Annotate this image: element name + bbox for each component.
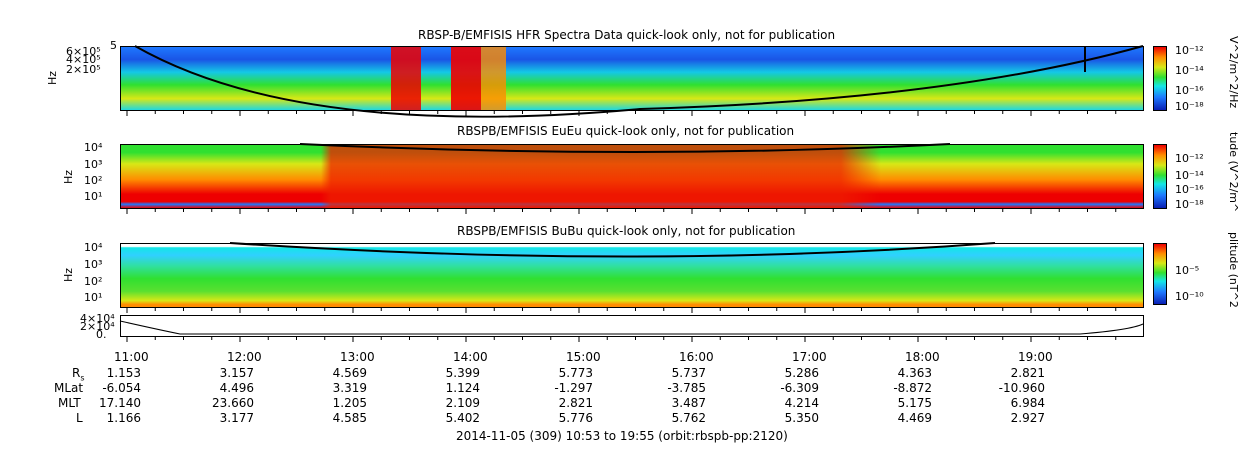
panel4-line (119, 320, 1144, 335)
ephem-value: 3.157 (219, 366, 254, 380)
panel2-colorbar (1153, 144, 1167, 209)
ephem-value: -1.297 (554, 381, 593, 395)
panel4-ytick: 0. (96, 328, 107, 341)
ephem-value: -3.785 (667, 381, 706, 395)
time-label: 11:00 (114, 350, 149, 364)
ephem-value: 5.399 (445, 366, 480, 380)
panel3-ytick: 10⁴ (84, 241, 103, 254)
ephem-value: 5.737 (671, 366, 706, 380)
ephem-value: 1.153 (106, 366, 141, 380)
panel4-ytick: 4×10⁴ (80, 312, 115, 325)
ephem-label-r-sub: s (80, 373, 85, 383)
ephem-value: 3.177 (219, 411, 254, 425)
panel1-ytick: 2×10⁵ (66, 63, 101, 76)
ephem-value: 5.762 (671, 411, 706, 425)
panel3-ytick: 10¹ (84, 291, 103, 304)
ephem-value: 4.363 (897, 366, 932, 380)
ephem-value: 3.487 (671, 396, 706, 410)
panel2-overlay-curve (299, 143, 951, 153)
ephem-label-r: Rs (72, 366, 85, 385)
panel1-colorbar (1153, 46, 1167, 111)
ephem-value: 23.660 (212, 396, 254, 410)
ephem-value: -10.960 (998, 381, 1045, 395)
panel2-cb-tick: 10⁻¹⁴ (1175, 169, 1204, 182)
panel1-cb-tick: 10⁻¹⁸ (1175, 100, 1204, 113)
panel3-colorbar (1153, 243, 1167, 305)
panel2-ytick: 10⁴ (84, 141, 103, 154)
ephem-value: -8.872 (893, 381, 932, 395)
ephem-value: -6.309 (780, 381, 819, 395)
ephem-value: 2.821 (558, 396, 593, 410)
time-label: 17:00 (792, 350, 827, 364)
time-label: 19:00 (1018, 350, 1053, 364)
panel1-title: RBSP-B/EMFISIS HFR Spectra Data quick-lo… (418, 28, 836, 42)
panel2-cb-tick: 10⁻¹² (1175, 152, 1204, 165)
panel3-cb-tick: 10⁻⁵ (1175, 264, 1200, 277)
panel2-ytick: 10¹ (84, 190, 103, 203)
ephem-label-r-text: R (72, 366, 81, 380)
panel4-ytick: 2×10⁴ (80, 320, 115, 333)
panel4-line-plot (120, 315, 1144, 337)
ephem-value: 4.469 (897, 411, 932, 425)
panel3-ytick: 10² (84, 275, 103, 288)
time-label: 12:00 (227, 350, 262, 364)
time-label: 14:00 (453, 350, 488, 364)
ephem-value: 2.821 (1010, 366, 1045, 380)
panel1-ytick-top: 5 (110, 39, 117, 52)
time-label: 15:00 (566, 350, 601, 364)
ephem-value: 17.140 (99, 396, 141, 410)
ephem-value: 5.402 (445, 411, 480, 425)
panel3-ytick: 10³ (84, 258, 103, 271)
ephem-value: 5.175 (897, 396, 932, 410)
panel3-title: RBSPB/EMFISIS BuBu quick-look only, not … (457, 224, 796, 238)
panel1-overlay-curve (134, 45, 1144, 118)
panel2-spectrogram (120, 144, 1144, 209)
ephem-value: 4.585 (332, 411, 367, 425)
time-label: 13:00 (340, 350, 375, 364)
panel3-overlay-curve (229, 242, 996, 258)
footer-caption: 2014-11-05 (309) 10:53 to 19:55 (orbit:r… (456, 429, 788, 443)
panel1-cb-tick: 10⁻¹² (1175, 44, 1204, 57)
ephem-value: -6.054 (102, 381, 141, 395)
panel3-cb-tick: 10⁻¹⁰ (1175, 290, 1204, 303)
ephem-value: 5.286 (784, 366, 819, 380)
ephem-value: 2.109 (445, 396, 480, 410)
time-label: 16:00 (679, 350, 714, 364)
ephem-value: 4.214 (784, 396, 819, 410)
ephem-value: 1.124 (445, 381, 480, 395)
ephem-value: 5.350 (784, 411, 819, 425)
panel1-ytick: 6×10⁵ (66, 45, 101, 58)
ephem-value: 6.984 (1010, 396, 1045, 410)
ephem-value: 5.773 (558, 366, 593, 380)
ephem-value: 4.569 (332, 366, 367, 380)
ephem-value: 5.776 (558, 411, 593, 425)
panel1-cb-tick: 10⁻¹⁶ (1175, 84, 1204, 97)
panel2-title: RBSPB/EMFISIS EuEu quick-look only, not … (457, 124, 795, 138)
time-label: 18:00 (905, 350, 940, 364)
ephem-label-l: L (76, 411, 83, 425)
panel2-ytick: 10² (84, 174, 103, 187)
panel1-cb-tick: 10⁻¹⁴ (1175, 64, 1204, 77)
ephem-label-mlat: MLat (54, 381, 84, 395)
panel2-ytick: 10³ (84, 158, 103, 171)
panel3-spectrogram (120, 243, 1144, 308)
panel1-ytick: 4×10⁵ (66, 53, 101, 66)
ephem-value: 2.927 (1010, 411, 1045, 425)
ephem-value: 1.166 (106, 411, 141, 425)
ephem-label-mlt: MLT (58, 396, 81, 410)
ephem-value: 3.319 (332, 381, 367, 395)
panel2-cb-tick: 10⁻¹⁶ (1175, 183, 1204, 196)
time-tick-marks (126, 111, 1117, 342)
ephem-value: 1.205 (332, 396, 367, 410)
panel2-cb-tick: 10⁻¹⁸ (1175, 198, 1204, 211)
ephem-value: 4.496 (219, 381, 254, 395)
